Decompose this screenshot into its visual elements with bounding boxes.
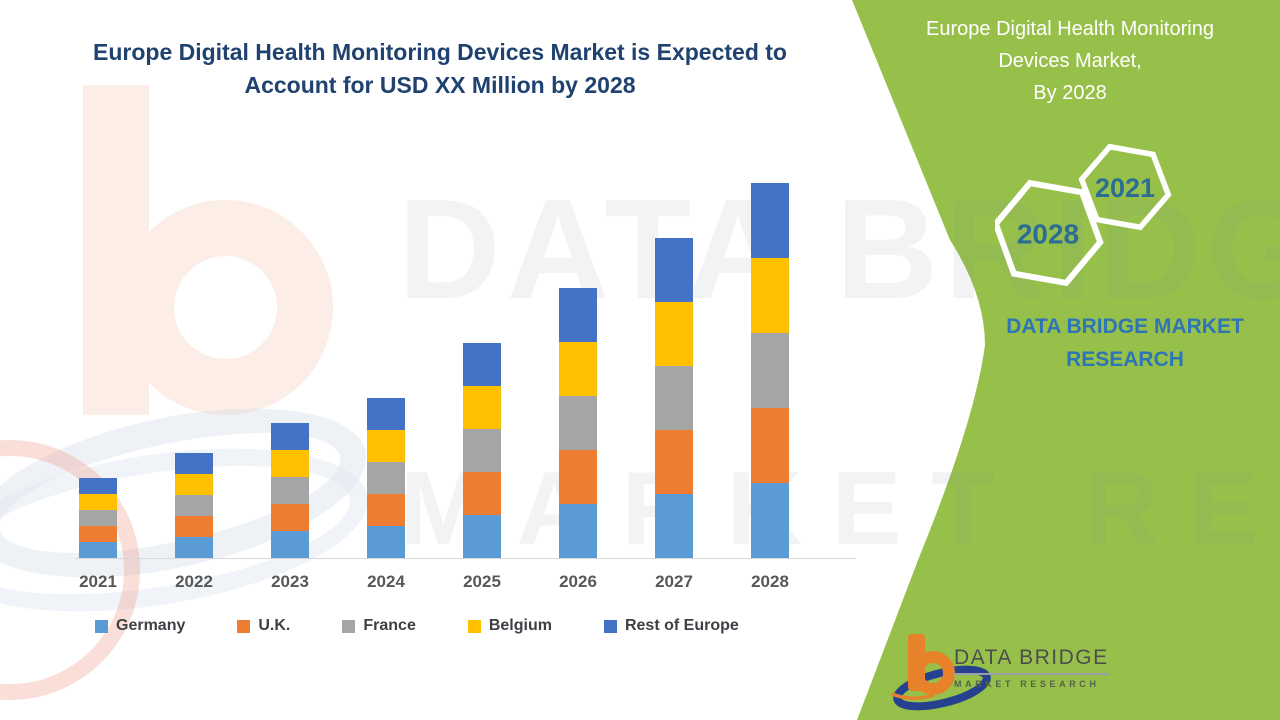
bar-segment-germany	[751, 483, 789, 558]
x-axis-line	[75, 558, 856, 559]
stacked-bar-2026	[559, 288, 597, 558]
x-axis-label-2022: 2022	[175, 572, 213, 591]
data-bridge-logo: DATA BRIDGE MARKET RESEARCH	[890, 630, 1140, 718]
bar-segment-belgium	[751, 258, 789, 333]
x-axis-label-2025: 2025	[463, 572, 501, 591]
bar-segment-belgium	[175, 474, 213, 495]
x-axis-label-2024: 2024	[367, 572, 405, 591]
side-panel-title-line3: By 2028	[1033, 82, 1107, 104]
hexagon-year-2028: 2028	[1017, 219, 1079, 250]
bar-segment-france	[175, 495, 213, 516]
chart-title-line1: Europe Digital Health Monitoring Devices…	[93, 39, 787, 65]
stacked-bar-2028	[751, 183, 789, 558]
logo-brand-text: DATA BRIDGE	[954, 646, 1109, 675]
bar-segment-rest-of-europe	[559, 288, 597, 342]
bar-segment-belgium	[463, 386, 501, 429]
side-panel-title: Europe Digital Health Monitoring Devices…	[880, 13, 1260, 109]
legend-swatch	[603, 619, 617, 633]
logo-tagline-text: MARKET RESEARCH	[954, 679, 1100, 689]
bar-segment-rest-of-europe	[367, 398, 405, 430]
bar-segment-germany	[367, 526, 405, 558]
side-panel-brand-line1: DATA BRIDGE MARKET	[1006, 315, 1244, 338]
x-axis-label-2027: 2027	[655, 572, 693, 591]
bar-segment-france	[751, 333, 789, 408]
legend-item-belgium: Belgium	[467, 617, 552, 635]
bar-segment-belgium	[271, 450, 309, 477]
chart-title: Europe Digital Health Monitoring Devices…	[40, 36, 840, 101]
bar-segment-u-k-	[655, 430, 693, 494]
legend-swatch	[237, 619, 251, 633]
bar-segment-u-k-	[271, 504, 309, 531]
legend-swatch	[467, 619, 481, 633]
bar-segment-germany	[655, 494, 693, 558]
bar-segment-germany	[463, 515, 501, 558]
x-axis-label-2026: 2026	[559, 572, 597, 591]
bar-segment-rest-of-europe	[175, 453, 213, 474]
legend-label: France	[363, 617, 416, 634]
hexagon-2021-icon	[1078, 143, 1172, 231]
bar-segment-germany	[271, 531, 309, 558]
stacked-bar-2021	[79, 478, 117, 558]
legend-swatch	[342, 619, 356, 633]
bar-segment-u-k-	[367, 494, 405, 526]
bar-segment-france	[367, 462, 405, 494]
side-panel-brand-line2: RESEARCH	[1066, 347, 1184, 371]
side-panel-title-line2: Devices Market,	[998, 50, 1142, 72]
legend-item-germany: Germany	[95, 617, 185, 635]
bar-segment-u-k-	[175, 516, 213, 537]
bar-segment-rest-of-europe	[751, 183, 789, 258]
watermark-text-market-research: MARKET RESEARCH	[400, 451, 1280, 567]
bar-segment-france	[559, 396, 597, 450]
legend-item-u-k-: U.K.	[237, 617, 290, 635]
legend-label: U.K.	[258, 617, 291, 634]
bar-segment-u-k-	[559, 450, 597, 504]
side-panel-brand: DATA BRIDGE MARKET RESEARCH	[940, 311, 1280, 376]
stacked-bar-2027	[655, 238, 693, 558]
watermark-text-data-bridge: DATA BRIDGE	[398, 170, 1280, 329]
bar-segment-germany	[79, 542, 117, 558]
stacked-bar-2023	[271, 423, 309, 558]
stacked-bar-2025	[463, 343, 501, 558]
bar-segment-u-k-	[79, 526, 117, 542]
chart-title-line2: Account for USD XX Million by 2028	[244, 71, 636, 98]
bar-segment-u-k-	[463, 472, 501, 515]
green-panel-shape	[852, 0, 1280, 720]
bar-segment-rest-of-europe	[79, 478, 117, 494]
bar-segment-germany	[175, 537, 213, 558]
legend-label: Rest of Europe	[624, 617, 739, 634]
hexagon-years-graphic: 2021 2028	[995, 143, 1172, 287]
legend: Germany U.K. France Belgium Rest of Europe	[95, 617, 739, 635]
logo-text-block: DATA BRIDGE MARKET RESEARCH	[954, 646, 1109, 689]
chart-plot: 2021 2022 2023 2024 2025 2026 2027 2028	[75, 178, 823, 591]
bar-segment-germany	[559, 504, 597, 558]
bar-segment-rest-of-europe	[463, 343, 501, 386]
bar-segment-france	[79, 510, 117, 526]
x-axis-label-2021: 2021	[79, 572, 117, 591]
bar-segment-rest-of-europe	[655, 238, 693, 302]
legend-swatch	[95, 619, 108, 633]
bar-segment-belgium	[367, 430, 405, 462]
bar-segment-france	[655, 366, 693, 430]
x-axis-label-2028: 2028	[751, 572, 789, 591]
bar-segment-belgium	[559, 342, 597, 396]
side-panel-title-line1: Europe Digital Health Monitoring	[926, 18, 1214, 40]
bar-segment-france	[271, 477, 309, 504]
legend-item-france: France	[342, 617, 416, 635]
x-axis-label-2023: 2023	[271, 572, 309, 591]
stacked-bar-2022	[175, 453, 213, 558]
legend-item-rest-of-europe: Rest of Europe	[603, 617, 739, 635]
bar-segment-belgium	[655, 302, 693, 366]
hexagon-2028-icon	[995, 179, 1104, 287]
bar-segment-rest-of-europe	[271, 423, 309, 450]
stacked-bar-2024	[367, 398, 405, 558]
legend-label: Germany	[116, 617, 186, 634]
bar-segment-u-k-	[751, 408, 789, 483]
legend-label: Belgium	[488, 617, 552, 634]
bar-segment-france	[463, 429, 501, 472]
hexagon-year-2021: 2021	[1095, 173, 1155, 203]
data-bridge-logo-icon	[891, 634, 991, 711]
bar-segment-belgium	[79, 494, 117, 510]
